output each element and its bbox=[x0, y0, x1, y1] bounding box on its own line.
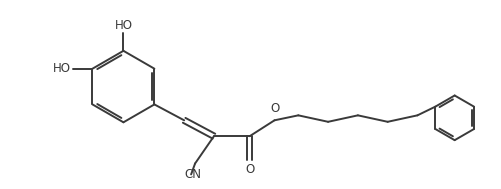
Text: HO: HO bbox=[114, 19, 132, 32]
Text: HO: HO bbox=[53, 62, 71, 75]
Text: O: O bbox=[245, 163, 255, 176]
Text: CN: CN bbox=[184, 168, 201, 181]
Text: O: O bbox=[271, 102, 280, 115]
